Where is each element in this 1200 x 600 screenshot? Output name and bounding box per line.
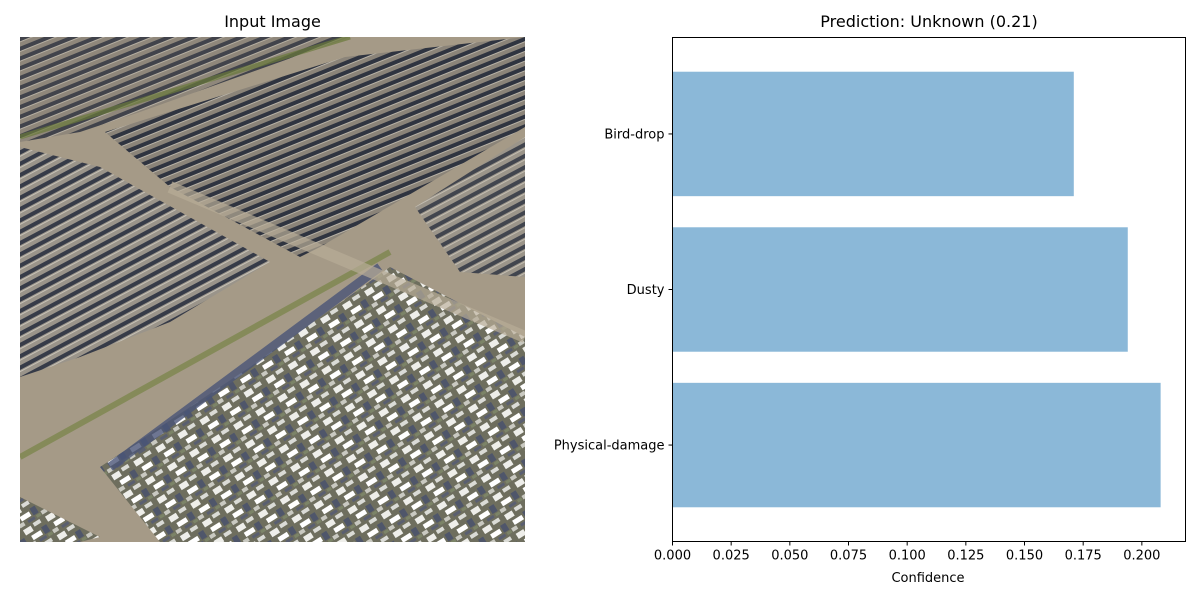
x-tick-label: 0.000	[654, 549, 691, 564]
bars-group	[672, 71, 1161, 508]
x-axis-label: Confidence	[891, 571, 964, 586]
x-tick-label: 0.150	[1006, 549, 1043, 564]
y-axis: Physical-damage Dusty Bird-drop	[554, 127, 673, 454]
bar-dusty	[672, 227, 1128, 352]
x-tick-label: 0.050	[771, 549, 808, 564]
x-tick-label: 0.175	[1065, 549, 1102, 564]
input-image-title: Input Image	[224, 12, 321, 31]
x-tick-label: 0.100	[889, 549, 926, 564]
x-axis: 0.000 0.025 0.050 0.075 0.100 0.125 0.150 0.175…	[654, 541, 1160, 564]
y-tick-label: Physical-damage	[554, 439, 665, 454]
y-tick-label: Dusty	[627, 283, 665, 298]
x-tick-label: 0.200	[1123, 549, 1160, 564]
x-tick-label: 0.075	[830, 549, 867, 564]
bar-bird-drop	[672, 71, 1074, 197]
x-tick-label: 0.125	[947, 549, 984, 564]
y-tick-label: Bird-drop	[604, 127, 664, 142]
chart-title: Prediction: Unknown (0.21)	[820, 12, 1038, 31]
bar-physical-damage	[672, 382, 1161, 508]
x-tick-label: 0.025	[713, 549, 750, 564]
input-image	[20, 37, 525, 542]
